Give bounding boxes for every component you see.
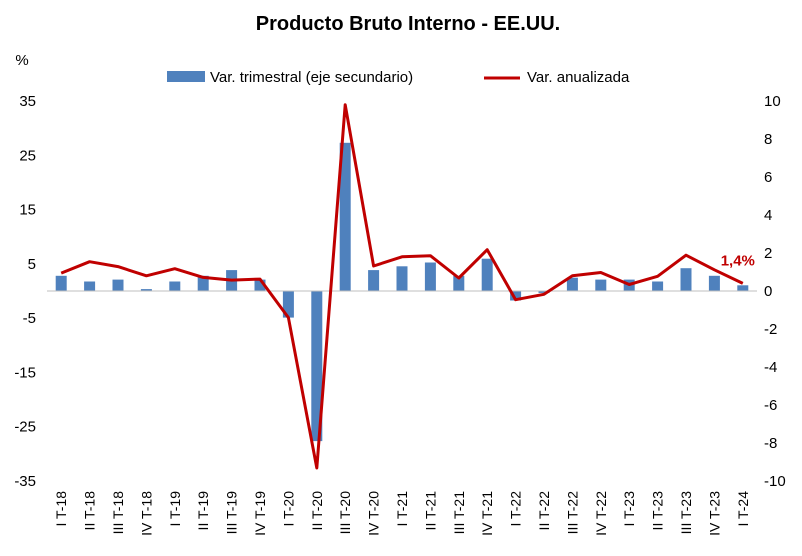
x-tick-label: III T-19: [224, 491, 240, 535]
bar-series: [56, 143, 749, 441]
bar-22: [652, 282, 663, 292]
y-right-tick-label: 2: [764, 245, 772, 262]
y-left-tick-label: -15: [14, 364, 36, 381]
legend-label-bar: Var. trimestral (eje secundario): [210, 69, 413, 86]
y-right-tick-label: -2: [764, 321, 777, 338]
x-tick-label: II T-21: [422, 491, 438, 531]
bar-5: [169, 282, 180, 292]
x-tick-label: I T-20: [280, 491, 296, 527]
x-tick-label: IV T-18: [138, 491, 154, 536]
y-left-tick-label: 25: [19, 147, 36, 164]
x-tick-label: I T-19: [167, 491, 183, 527]
x-tick-label: III T-18: [110, 491, 126, 535]
x-tick-label: III T-20: [337, 491, 353, 535]
y-left-tick-label: 15: [19, 202, 36, 219]
y-right-tick-label: -4: [764, 359, 777, 376]
y-left-tick-label: 5: [28, 256, 36, 273]
bar-25: [737, 285, 748, 291]
bar-3: [113, 280, 124, 291]
last-value-annotation: 1,4%: [721, 252, 755, 269]
x-tick-label: I T-24: [735, 491, 751, 527]
y-left-tick-label: -35: [14, 473, 36, 490]
chart-title: Producto Bruto Interno - EE.UU.: [256, 13, 560, 35]
bar-2: [84, 282, 95, 292]
x-tick-label: III T-23: [678, 491, 694, 535]
legend: Var. trimestral (eje secundario) Var. an…: [167, 69, 630, 86]
y-right-axis: 10 8 6 4 2 0 -2 -4 -6 -8 -10: [764, 93, 786, 490]
bar-12: [368, 270, 379, 291]
x-tick-label: II T-22: [536, 491, 552, 531]
x-tick-label: I T-18: [53, 491, 69, 527]
y-left-tick-label: -25: [14, 419, 36, 436]
x-tick-label: I T-22: [508, 491, 524, 527]
x-tick-label: II T-20: [309, 491, 325, 531]
bar-14: [425, 263, 436, 292]
bar-20: [595, 280, 606, 291]
y-right-tick-label: 0: [764, 283, 772, 300]
y-right-tick-label: -6: [764, 397, 777, 414]
x-tick-label: II T-19: [195, 491, 211, 531]
x-tick-label: III T-21: [451, 491, 467, 535]
bar-16: [482, 259, 493, 291]
y-left-tick-label: -5: [23, 310, 36, 327]
x-tick-label: IV T-19: [252, 491, 268, 536]
y-right-tick-label: 8: [764, 131, 772, 148]
y-right-tick-label: -10: [764, 473, 786, 490]
x-tick-label: IV T-22: [593, 491, 609, 536]
x-tick-label: I T-21: [394, 491, 410, 527]
legend-label-line: Var. anualizada: [527, 69, 630, 86]
bar-1: [56, 276, 67, 291]
x-tick-label: IV T-21: [479, 491, 495, 536]
bar-13: [397, 266, 408, 291]
x-tick-label: IV T-23: [706, 491, 722, 536]
y-right-tick-label: 6: [764, 169, 772, 186]
y-right-tick-label: 10: [764, 93, 781, 110]
legend-bar-swatch: [167, 71, 205, 82]
y-left-unit-label: %: [15, 52, 28, 69]
y-right-tick-label: -8: [764, 435, 777, 452]
x-tick-label: II T-18: [82, 491, 98, 531]
x-tick-label: I T-23: [621, 491, 637, 527]
x-tick-label: III T-22: [564, 491, 580, 535]
y-left-axis: 35 25 15 5 -5 -15 -25 -35: [14, 93, 36, 490]
x-tick-label: II T-23: [650, 491, 666, 531]
bar-24: [709, 276, 720, 291]
bar-23: [681, 268, 692, 291]
x-axis: I T-18 II T-18 III T-18 IV T-18 I T-19 II T-1…: [53, 491, 751, 536]
y-right-tick-label: 4: [764, 207, 772, 224]
x-tick-label: IV T-20: [366, 491, 382, 536]
y-left-tick-label: 35: [19, 93, 36, 110]
